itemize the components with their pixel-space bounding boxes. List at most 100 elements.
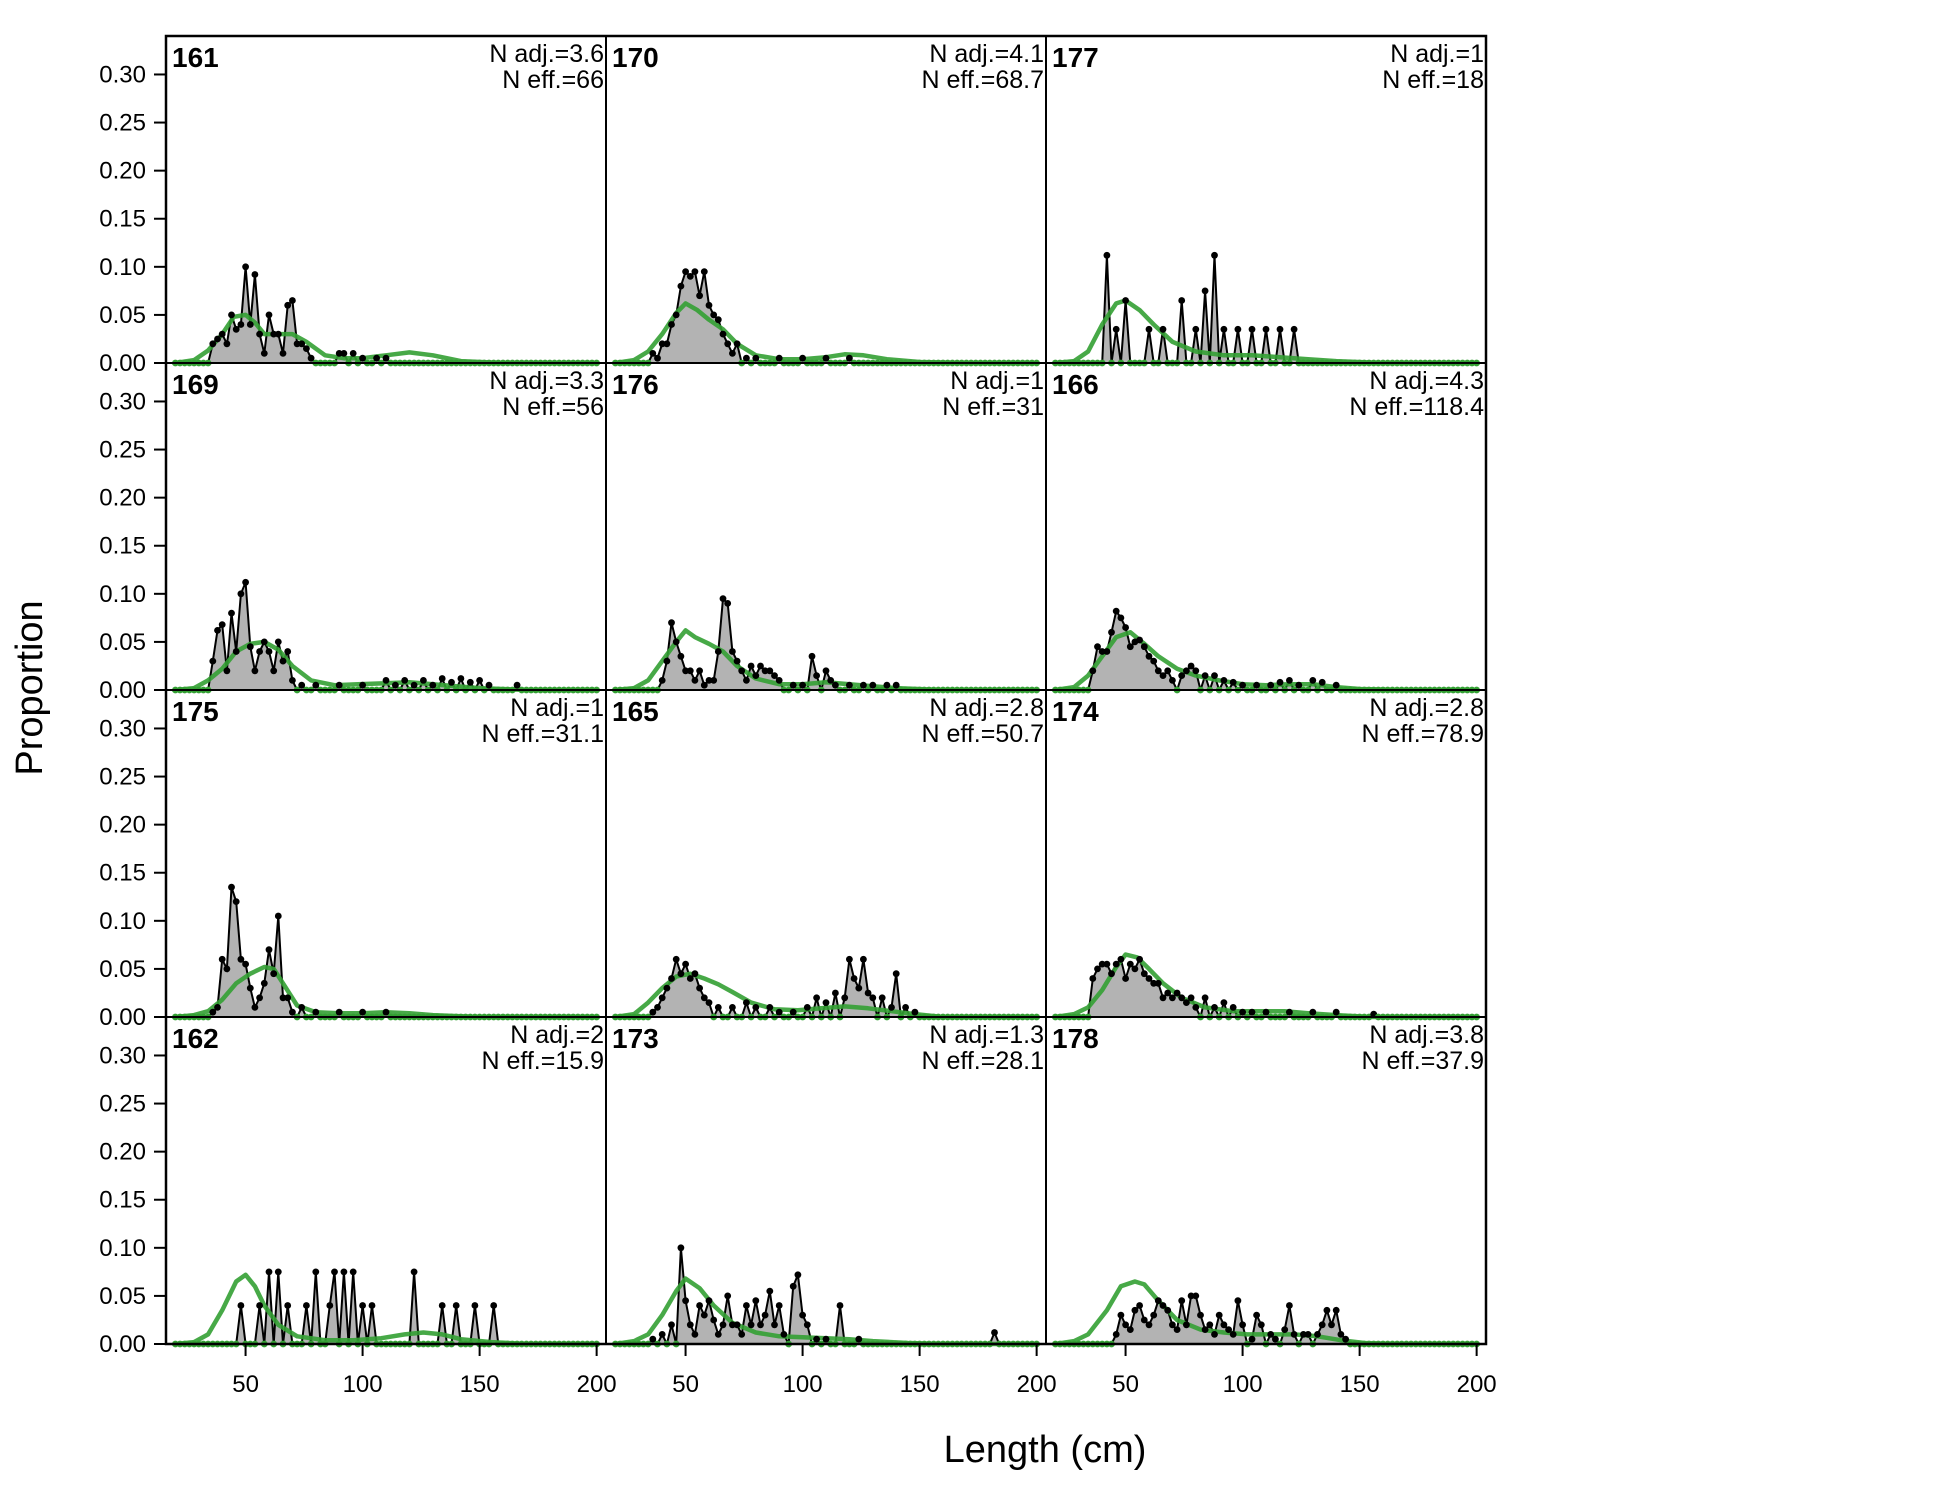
observed-point (349, 1268, 357, 1276)
observed-point (1150, 657, 1158, 665)
observed-point (1126, 960, 1134, 968)
observed-point (733, 340, 741, 348)
observed-point (1300, 1331, 1307, 1338)
observed-point (242, 578, 250, 586)
x-tick-label: 150 (460, 1371, 500, 1398)
observed-point (846, 681, 853, 689)
observed-point (738, 1331, 746, 1338)
observed-point (663, 657, 671, 665)
observed-point (864, 989, 872, 997)
observed-point (677, 1244, 685, 1252)
observed-point (1225, 1326, 1232, 1333)
observed-point (1136, 1302, 1143, 1309)
observed-point (1169, 677, 1176, 684)
observed-point (1089, 975, 1097, 982)
observed-point (1323, 1306, 1331, 1314)
n-eff-label: N eff.=37.9 (1361, 1047, 1484, 1075)
observed-point (1145, 1321, 1153, 1329)
observed-point (1140, 970, 1148, 978)
observed-point (771, 1321, 778, 1329)
observed-point (803, 1004, 811, 1011)
observed-point (410, 1268, 418, 1276)
observed-point (1183, 667, 1190, 675)
observed-point (513, 681, 521, 689)
observed-point (1220, 999, 1228, 1006)
y-tick-label: 0.20 (99, 485, 146, 512)
observed-area (615, 271, 1037, 363)
observed-point (1140, 643, 1148, 651)
observed-point (1281, 1326, 1289, 1333)
observed-point (813, 672, 820, 679)
observed-point (714, 1004, 722, 1011)
observed-point (1309, 677, 1317, 684)
observed-point (832, 681, 839, 689)
observed-point (298, 1004, 306, 1011)
observed-point (335, 350, 343, 357)
observed-point (298, 340, 306, 348)
observed-point (1239, 681, 1246, 689)
x-tick-label: 150 (1340, 1371, 1380, 1398)
observed-point (700, 1311, 708, 1319)
observed-point (799, 1311, 806, 1319)
observed-point (274, 638, 282, 646)
observed-point (991, 1329, 998, 1336)
observed-point (846, 354, 853, 362)
observed-point (223, 667, 231, 675)
observed-point (827, 677, 835, 684)
observed-area (1055, 255, 1477, 363)
observed-point (729, 648, 736, 655)
observed-point (1267, 1331, 1275, 1338)
y-tick-label: 0.20 (99, 1139, 146, 1166)
observed-point (766, 1287, 774, 1295)
observed-point (710, 311, 718, 319)
y-tick-label: 0.25 (99, 110, 146, 137)
observed-point (209, 657, 217, 665)
observed-point (710, 1316, 718, 1324)
observed-point (265, 1268, 273, 1276)
observed-point (1159, 1302, 1167, 1309)
observed-point (892, 681, 900, 689)
observed-area (615, 598, 1037, 690)
y-tick-label: 0.25 (99, 437, 146, 464)
observed-point (260, 638, 268, 646)
n-adj-label: N adj.=1 (1390, 40, 1484, 68)
observed-point (1112, 325, 1120, 333)
observed-point (668, 619, 675, 627)
n-eff-label: N eff.=31 (942, 393, 1044, 421)
y-tick-label: 0.15 (99, 206, 146, 233)
observed-point (326, 1302, 334, 1309)
observed-point (274, 330, 282, 338)
observed-point (392, 681, 399, 689)
observed-point (1183, 999, 1190, 1006)
observed-point (251, 1004, 259, 1011)
observed-point (359, 354, 366, 362)
observed-point (237, 321, 245, 328)
observed-point (1094, 965, 1101, 973)
observed-point (1131, 965, 1139, 973)
observed-point (686, 1321, 694, 1329)
observed-point (691, 970, 699, 978)
observed-point (228, 609, 235, 617)
observed-point (1131, 1306, 1139, 1314)
observed-point (1332, 1008, 1340, 1016)
expected-line (175, 1272, 597, 1347)
observed-point (752, 354, 760, 362)
n-adj-label: N adj.=1 (950, 367, 1044, 395)
observed-point (1122, 975, 1129, 982)
observed-point (700, 994, 708, 1002)
observed-point (1192, 325, 1200, 333)
expected-line (615, 971, 1037, 1020)
y-tick-label: 0.05 (99, 629, 146, 656)
observed-point (284, 301, 292, 309)
observed-point (232, 648, 240, 655)
observed-point (1206, 1321, 1214, 1329)
observed-point (1276, 325, 1284, 333)
observed-point (869, 681, 877, 689)
y-tick-label: 0.10 (99, 254, 146, 281)
observed-point (775, 677, 783, 684)
observed-point (1328, 1321, 1335, 1329)
observed-point (1253, 1311, 1260, 1319)
observed-point (682, 960, 689, 968)
observed-point (246, 984, 254, 992)
